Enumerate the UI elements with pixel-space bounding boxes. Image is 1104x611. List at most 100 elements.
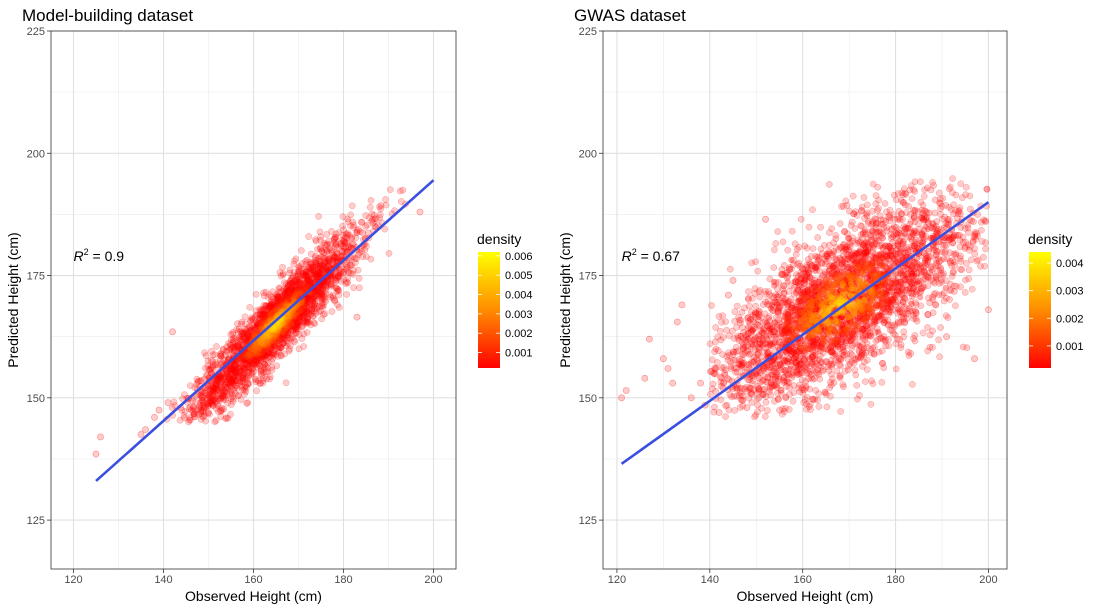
data-point: [289, 296, 296, 304]
data-point: [207, 390, 215, 398]
data-point: [212, 359, 220, 366]
data-point: [343, 291, 350, 298]
data-point: [274, 344, 281, 352]
data-point: [288, 279, 296, 287]
data-point: [192, 399, 200, 407]
data-point: [260, 374, 267, 382]
data-point: [296, 286, 304, 293]
data-point: [220, 394, 228, 402]
data-point: [230, 337, 238, 345]
data-point: [210, 387, 217, 395]
data-point: [312, 252, 319, 260]
data-point: [257, 315, 264, 322]
data-point: [222, 366, 230, 374]
data-point: [318, 302, 325, 310]
data-point: [207, 385, 215, 392]
data-point: [309, 266, 316, 274]
data-point: [197, 416, 205, 423]
data-point: [321, 259, 329, 266]
data-point: [289, 291, 297, 299]
data-point: [280, 327, 288, 334]
data-point: [300, 315, 308, 323]
data-point: [217, 394, 224, 402]
data-point: [363, 221, 371, 229]
data-point: [244, 356, 252, 364]
data-point: [308, 296, 316, 303]
data-point: [325, 237, 333, 245]
data-point: [208, 394, 215, 401]
data-point: [258, 319, 266, 327]
data-point: [250, 352, 257, 360]
data-point: [331, 253, 339, 261]
data-point: [206, 397, 214, 405]
data-point: [284, 301, 291, 308]
data-point: [219, 387, 226, 395]
data-point: [303, 271, 311, 279]
data-point: [321, 296, 328, 304]
data-point: [323, 241, 330, 249]
data-point: [268, 298, 276, 306]
data-point: [296, 315, 303, 323]
data-point: [305, 263, 313, 271]
data-point: [240, 335, 247, 342]
data-point: [268, 357, 275, 365]
data-point: [266, 349, 274, 356]
data-point: [371, 222, 379, 230]
data-point: [260, 322, 267, 330]
data-point: [241, 366, 249, 374]
data-point: [295, 291, 302, 298]
data-point: [344, 218, 352, 226]
data-point: [286, 322, 294, 330]
data-point: [244, 361, 252, 369]
data-point: [353, 229, 361, 236]
data-point: [235, 325, 243, 333]
data-point: [256, 345, 263, 353]
data-point: [281, 350, 288, 358]
data-point: [275, 346, 282, 353]
data-point: [246, 333, 254, 340]
data-point: [241, 383, 249, 391]
data-point: [231, 342, 238, 349]
data-point: [302, 302, 310, 310]
data-point: [836, 220, 844, 227]
data-point: [288, 319, 295, 326]
data-point: [276, 340, 283, 348]
data-point: [269, 308, 277, 316]
data-point: [283, 285, 290, 292]
data-point: [259, 379, 267, 387]
data-point: [286, 311, 294, 319]
data-point: [310, 312, 317, 320]
data-point: [270, 304, 278, 312]
data-point: [213, 361, 221, 369]
data-point: [288, 279, 296, 287]
data-point: [315, 213, 322, 220]
data-point: [261, 340, 268, 348]
data-point: [289, 289, 296, 297]
data-point: [342, 230, 350, 238]
data-point: [900, 328, 908, 336]
data-point: [267, 313, 275, 320]
data-point: [275, 299, 283, 307]
data-point: [272, 351, 280, 358]
data-point: [279, 340, 287, 347]
data-point: [200, 413, 207, 421]
data-point: [277, 352, 285, 360]
data-point: [307, 266, 315, 273]
data-point: [370, 211, 378, 219]
data-point: [302, 301, 310, 309]
data-point: [231, 361, 239, 369]
data-point: [321, 310, 329, 317]
data-point: [275, 299, 283, 307]
y-tick-label: 150: [27, 393, 45, 405]
data-point: [278, 298, 285, 306]
data-point: [246, 355, 253, 363]
data-point: [343, 231, 351, 239]
data-point: [258, 313, 266, 321]
data-point: [294, 272, 302, 280]
data-point: [301, 302, 308, 309]
data-point: [249, 346, 256, 354]
data-point: [335, 229, 343, 236]
data-point: [267, 345, 274, 353]
data-point: [241, 360, 249, 368]
data-point: [761, 288, 769, 295]
